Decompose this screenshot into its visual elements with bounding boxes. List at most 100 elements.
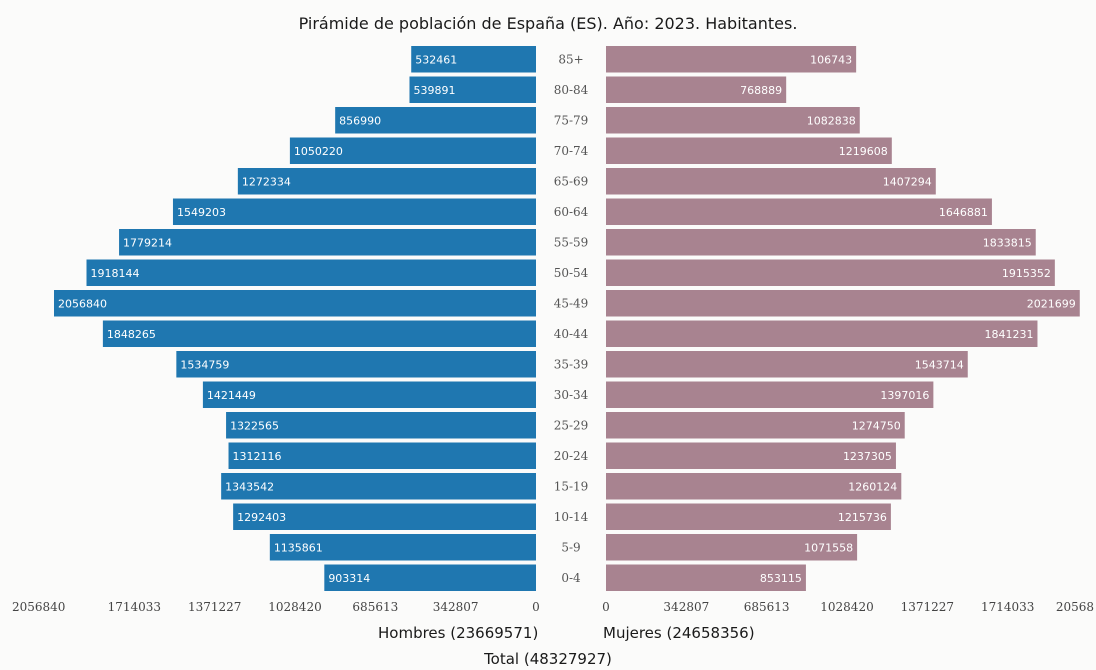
female-value-label: 853115 bbox=[760, 572, 802, 585]
male-value-label: 1343542 bbox=[225, 480, 274, 493]
male-value-label: 1322565 bbox=[230, 419, 279, 432]
age-group-label: 35-39 bbox=[554, 357, 589, 371]
female-bar-55-59 bbox=[606, 229, 1036, 256]
male-value-label: 2056840 bbox=[58, 297, 107, 310]
female-bar-5-9 bbox=[606, 534, 858, 561]
male-value-label: 532461 bbox=[415, 53, 457, 66]
female-bar-60-64 bbox=[606, 198, 992, 225]
female-value-label: 768889 bbox=[740, 84, 782, 97]
right-tick-label: 685613 bbox=[744, 600, 790, 614]
age-group-label: 50-54 bbox=[554, 266, 589, 280]
left-tick-label: 342807 bbox=[433, 600, 479, 614]
male-value-label: 539891 bbox=[413, 84, 455, 97]
age-group-label: 55-59 bbox=[554, 235, 589, 249]
right-tick-label: 1714033 bbox=[981, 600, 1034, 614]
male-bar-50-54 bbox=[86, 259, 537, 286]
female-value-label: 1219608 bbox=[839, 145, 888, 158]
male-bar-10-14 bbox=[233, 503, 536, 530]
female-bar-20-24 bbox=[606, 442, 896, 469]
female-bar-70-74 bbox=[606, 137, 892, 164]
age-group-label: 70-74 bbox=[554, 144, 589, 158]
female-value-label: 1841231 bbox=[984, 328, 1033, 341]
male-value-label: 1312116 bbox=[233, 450, 282, 463]
age-group-label: 40-44 bbox=[554, 327, 589, 341]
female-value-label: 1237305 bbox=[843, 450, 892, 463]
left-tick-label: 0 bbox=[532, 600, 540, 614]
male-bar-5-9 bbox=[269, 534, 536, 561]
age-group-label: 85+ bbox=[558, 52, 583, 66]
male-bar-55-59 bbox=[119, 229, 536, 256]
male-bars: 532461 539891 856990 1050220 1272334 1549203 1… bbox=[54, 46, 537, 591]
axis-ticks: 2056840 1714033 1371227 1028420 685613 342807… bbox=[12, 600, 1094, 614]
left-tick-label: 1028420 bbox=[268, 600, 321, 614]
male-bar-60-64 bbox=[172, 198, 536, 225]
left-tick-label: 685613 bbox=[352, 600, 398, 614]
male-bar-40-44 bbox=[102, 320, 537, 347]
female-value-label: 2021699 bbox=[1027, 297, 1076, 310]
right-tick-label: 20568 bbox=[1056, 600, 1094, 614]
right-tick-label: 1028420 bbox=[820, 600, 873, 614]
male-value-label: 1848265 bbox=[107, 328, 156, 341]
age-group-label: 65-69 bbox=[554, 174, 589, 188]
male-bar-75-79 bbox=[335, 107, 536, 134]
male-value-label: 1549203 bbox=[177, 206, 226, 219]
male-axis-title: Hombres (23669571) bbox=[378, 624, 539, 642]
female-bar-30-34 bbox=[606, 381, 934, 408]
left-tick-label: 1371227 bbox=[188, 600, 241, 614]
male-value-label: 856990 bbox=[339, 114, 381, 127]
male-bar-35-39 bbox=[176, 351, 537, 378]
male-bar-85+ bbox=[411, 46, 536, 73]
male-value-label: 1918144 bbox=[91, 267, 140, 280]
female-bar-15-19 bbox=[606, 473, 902, 500]
total-label: Total (48327927) bbox=[484, 650, 612, 668]
age-group-labels: 85+ 80-84 75-79 70-74 65-69 60-64 55-59 50-54 45… bbox=[554, 52, 589, 585]
female-bar-80-84 bbox=[606, 76, 787, 103]
female-value-label: 1397016 bbox=[880, 389, 929, 402]
right-tick-label: 0 bbox=[602, 600, 610, 614]
male-bar-0-4 bbox=[324, 564, 536, 591]
male-bar-70-74 bbox=[289, 137, 536, 164]
age-group-label: 0-4 bbox=[561, 571, 581, 585]
male-value-label: 1050220 bbox=[294, 145, 343, 158]
female-value-label: 106743 bbox=[810, 53, 852, 66]
male-value-label: 1272334 bbox=[242, 175, 291, 188]
male-value-label: 1779214 bbox=[123, 236, 172, 249]
male-bar-65-69 bbox=[237, 168, 536, 195]
age-group-label: 5-9 bbox=[561, 540, 580, 554]
female-bar-85+ bbox=[606, 46, 857, 73]
age-group-label: 10-14 bbox=[554, 510, 589, 524]
female-bar-45-49 bbox=[606, 290, 1080, 317]
age-group-label: 15-19 bbox=[554, 479, 589, 493]
female-value-label: 1274750 bbox=[852, 419, 901, 432]
age-group-label: 25-29 bbox=[554, 418, 589, 432]
male-value-label: 903314 bbox=[328, 572, 370, 585]
female-value-label: 1407294 bbox=[883, 175, 932, 188]
female-value-label: 1646881 bbox=[939, 206, 988, 219]
female-bar-35-39 bbox=[606, 351, 968, 378]
male-bar-45-49 bbox=[54, 290, 536, 317]
male-bar-80-84 bbox=[409, 76, 536, 103]
female-value-label: 1915352 bbox=[1002, 267, 1051, 280]
female-bar-65-69 bbox=[606, 168, 936, 195]
female-value-label: 1543714 bbox=[915, 358, 964, 371]
female-bar-50-54 bbox=[606, 259, 1055, 286]
female-bar-0-4 bbox=[606, 564, 806, 591]
male-value-label: 1534759 bbox=[180, 358, 229, 371]
female-bar-40-44 bbox=[606, 320, 1038, 347]
female-bar-10-14 bbox=[606, 503, 891, 530]
male-value-label: 1135861 bbox=[274, 541, 323, 554]
female-bar-75-79 bbox=[606, 107, 860, 134]
female-value-label: 1833815 bbox=[983, 236, 1032, 249]
age-group-label: 30-34 bbox=[554, 388, 589, 402]
male-bar-30-34 bbox=[202, 381, 536, 408]
male-value-label: 1421449 bbox=[207, 389, 256, 402]
female-value-label: 1215736 bbox=[838, 511, 887, 524]
right-tick-label: 1371227 bbox=[901, 600, 954, 614]
left-tick-label: 2056840 bbox=[12, 600, 65, 614]
female-value-label: 1071558 bbox=[804, 541, 853, 554]
age-group-label: 60-64 bbox=[554, 205, 589, 219]
male-value-label: 1292403 bbox=[237, 511, 286, 524]
age-group-label: 45-49 bbox=[554, 296, 589, 310]
left-tick-label: 1714033 bbox=[108, 600, 161, 614]
age-group-label: 80-84 bbox=[554, 83, 589, 97]
